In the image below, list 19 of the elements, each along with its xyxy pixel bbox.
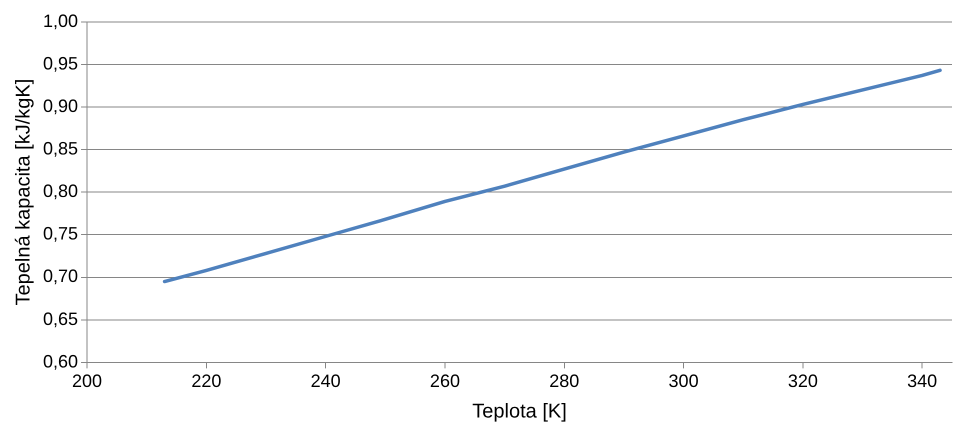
x-tick-label: 280 — [549, 371, 580, 392]
y-tick-label: 0,95 — [42, 53, 78, 74]
x-tick-label: 320 — [788, 371, 818, 392]
y-tick-label: 0,75 — [42, 224, 78, 244]
y-axis-title: Tepelná kapacita [kJ/kgK] — [12, 78, 35, 306]
y-tick-label: 1,00 — [42, 10, 78, 31]
x-axis-title: Teplota [K] — [472, 400, 567, 423]
y-tick-label: 0,90 — [42, 96, 78, 116]
x-tick-label: 220 — [191, 371, 222, 392]
x-tick-label: 200 — [72, 371, 102, 392]
x-tick-label: 240 — [310, 371, 341, 392]
y-tick-label: 0,70 — [42, 266, 78, 286]
y-tick-label: 0,80 — [42, 181, 78, 202]
y-tick-label: 0,65 — [42, 308, 78, 329]
x-tick-label: 300 — [668, 371, 699, 392]
y-tick-label: 0,85 — [42, 138, 78, 158]
x-tick-label: 260 — [430, 371, 460, 392]
x-tick-label: 340 — [907, 371, 938, 392]
y-tick-label: 0,60 — [42, 351, 78, 372]
